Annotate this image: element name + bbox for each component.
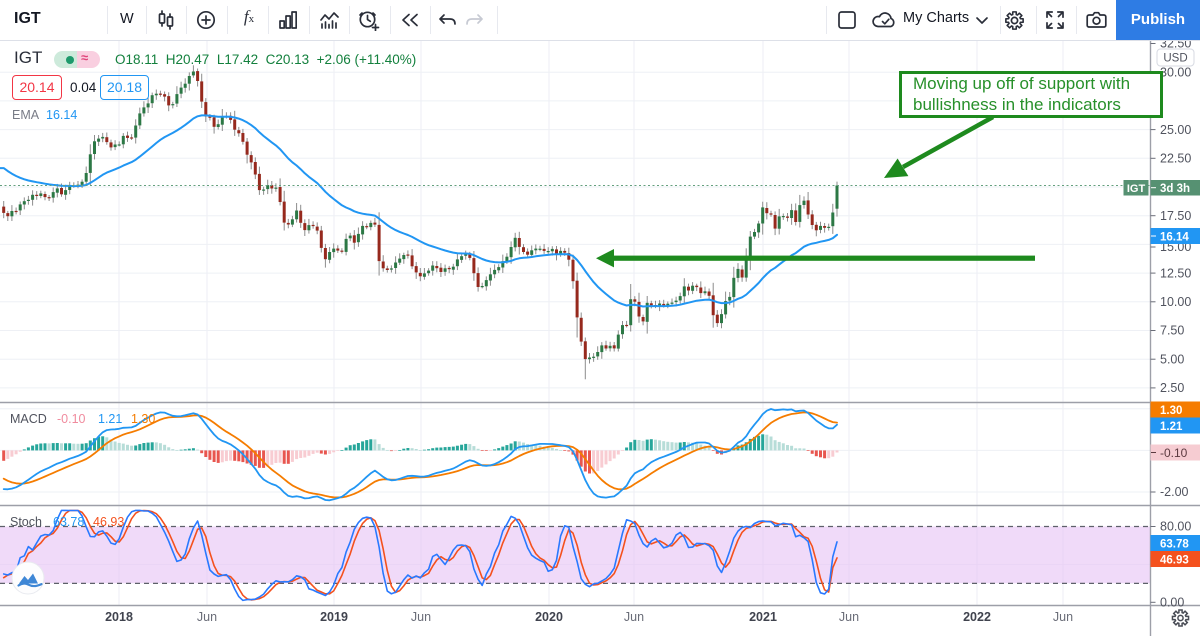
svg-text:80.00: 80.00	[1160, 520, 1191, 534]
svg-text:-0.10: -0.10	[1160, 446, 1188, 460]
svg-text:2022: 2022	[963, 610, 991, 624]
svg-text:0.00: 0.00	[1160, 596, 1184, 610]
svg-text:Jun: Jun	[624, 610, 644, 624]
svg-text:2019: 2019	[320, 610, 348, 624]
svg-text:2021: 2021	[749, 610, 777, 624]
svg-text:25.00: 25.00	[1160, 123, 1191, 137]
svg-text:1.30: 1.30	[1160, 405, 1182, 417]
svg-text:USD: USD	[1163, 53, 1187, 65]
svg-text:7.50: 7.50	[1160, 324, 1184, 338]
svg-text:3d 3h: 3d 3h	[1160, 183, 1190, 195]
svg-text:10.00: 10.00	[1160, 295, 1191, 309]
svg-text:5.00: 5.00	[1160, 352, 1184, 366]
svg-text:1.21: 1.21	[1160, 421, 1183, 433]
svg-text:16.14: 16.14	[1160, 231, 1189, 243]
svg-text:12.50: 12.50	[1160, 266, 1191, 280]
svg-text:46.93: 46.93	[1160, 554, 1189, 566]
svg-text:-2.00: -2.00	[1160, 485, 1189, 499]
svg-text:17.50: 17.50	[1160, 209, 1191, 223]
svg-text:2018: 2018	[105, 610, 133, 624]
svg-text:Jun: Jun	[839, 610, 859, 624]
svg-text:Jun: Jun	[411, 610, 431, 624]
svg-text:IGT: IGT	[1127, 183, 1146, 195]
svg-text:Jun: Jun	[1053, 610, 1073, 624]
svg-text:30.00: 30.00	[1160, 65, 1191, 79]
svg-text:2.50: 2.50	[1160, 381, 1184, 395]
svg-text:22.50: 22.50	[1160, 152, 1191, 166]
svg-text:63.78: 63.78	[1160, 538, 1189, 550]
svg-text:2020: 2020	[535, 610, 563, 624]
svg-text:Jun: Jun	[197, 610, 217, 624]
